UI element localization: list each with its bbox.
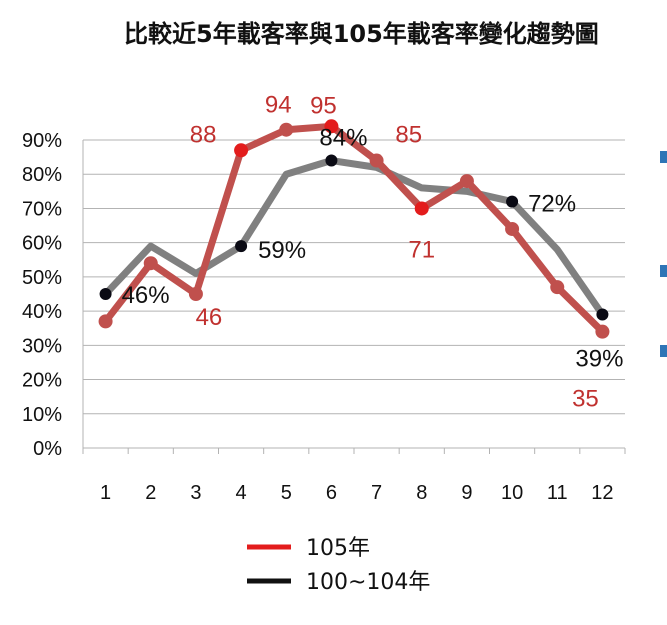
y-tick-label: 0% [33, 438, 62, 460]
data-label-100-104: 39% [575, 346, 623, 373]
y-tick-label: 10% [22, 404, 62, 426]
edge-marker [660, 265, 667, 277]
point-105 [595, 324, 610, 339]
edge-markers [660, 151, 667, 357]
data-label-105: 85 [395, 121, 422, 148]
point-105 [324, 119, 339, 134]
data-label-100-104: 46% [122, 282, 170, 309]
x-tick-label: 5 [281, 482, 292, 504]
x-tick-label: 6 [326, 482, 337, 504]
x-axis-ticks: 1 2 3 4 5 6 7 8 9 10 11 12 [100, 482, 614, 504]
point-105 [459, 174, 474, 189]
point-105 [143, 256, 158, 271]
legend-label: 105年 [306, 536, 370, 561]
point-100-104 [596, 308, 609, 321]
y-tick-label: 40% [22, 301, 62, 323]
data-label-105: 94 [265, 92, 292, 119]
data-label-105: 46 [196, 304, 223, 331]
legend-label: 100~104年 [306, 570, 430, 595]
x-tick-label: 2 [145, 482, 156, 504]
series-line-100-104 [102, 157, 606, 319]
y-tick-label: 30% [22, 335, 62, 357]
point-105 [369, 153, 384, 168]
y-tick-label: 20% [22, 370, 62, 392]
edge-marker [660, 151, 667, 163]
data-label-105: 95 [310, 92, 337, 119]
x-tick-label: 3 [190, 482, 201, 504]
x-tick-label: 7 [371, 482, 382, 504]
point-105 [414, 201, 429, 216]
data-label-105: 35 [572, 386, 599, 413]
series-markers [98, 119, 610, 339]
series-line-105 [102, 122, 606, 336]
y-axis-ticks: 0% 10% 20% 30% 40% 50% 60% 70% 80% 90% [22, 130, 62, 460]
point-105 [234, 143, 249, 158]
y-tick-label: 90% [22, 130, 62, 152]
x-tick-label: 12 [591, 482, 613, 504]
point-100-104 [235, 240, 248, 253]
data-label-105: 88 [190, 121, 217, 148]
series-lines [102, 122, 606, 336]
point-105 [550, 280, 565, 295]
data-label-100-104: 84% [319, 125, 367, 152]
y-tick-label: 60% [22, 233, 62, 255]
point-100-104 [99, 288, 112, 300]
edge-marker [660, 345, 667, 357]
chart-title: 比較近5年載客率與105年載客率變化趨勢圖 [124, 20, 599, 48]
data-labels: 88 94 95 85 71 46 35 46% 59% 84% 72% 39% [122, 92, 624, 413]
x-tick-label: 11 [547, 482, 568, 504]
x-tick-label: 9 [461, 482, 472, 504]
point-100-104 [506, 195, 519, 208]
x-tick-label: 4 [236, 482, 247, 504]
legend: 105年 100~104年 [247, 536, 430, 595]
data-label-105: 71 [408, 236, 435, 263]
y-tick-label: 50% [22, 267, 62, 289]
x-tick-label: 8 [416, 482, 427, 504]
x-tick-label: 10 [501, 482, 523, 504]
point-105 [279, 122, 294, 137]
point-100-104 [325, 154, 338, 167]
x-tick-label: 1 [100, 482, 111, 504]
point-105 [98, 314, 113, 329]
data-label-100-104: 59% [258, 237, 306, 264]
data-label-100-104: 72% [528, 191, 576, 218]
y-tick-label: 80% [22, 164, 62, 186]
point-105 [505, 221, 520, 236]
y-tick-label: 70% [22, 198, 62, 220]
point-105 [188, 287, 203, 301]
